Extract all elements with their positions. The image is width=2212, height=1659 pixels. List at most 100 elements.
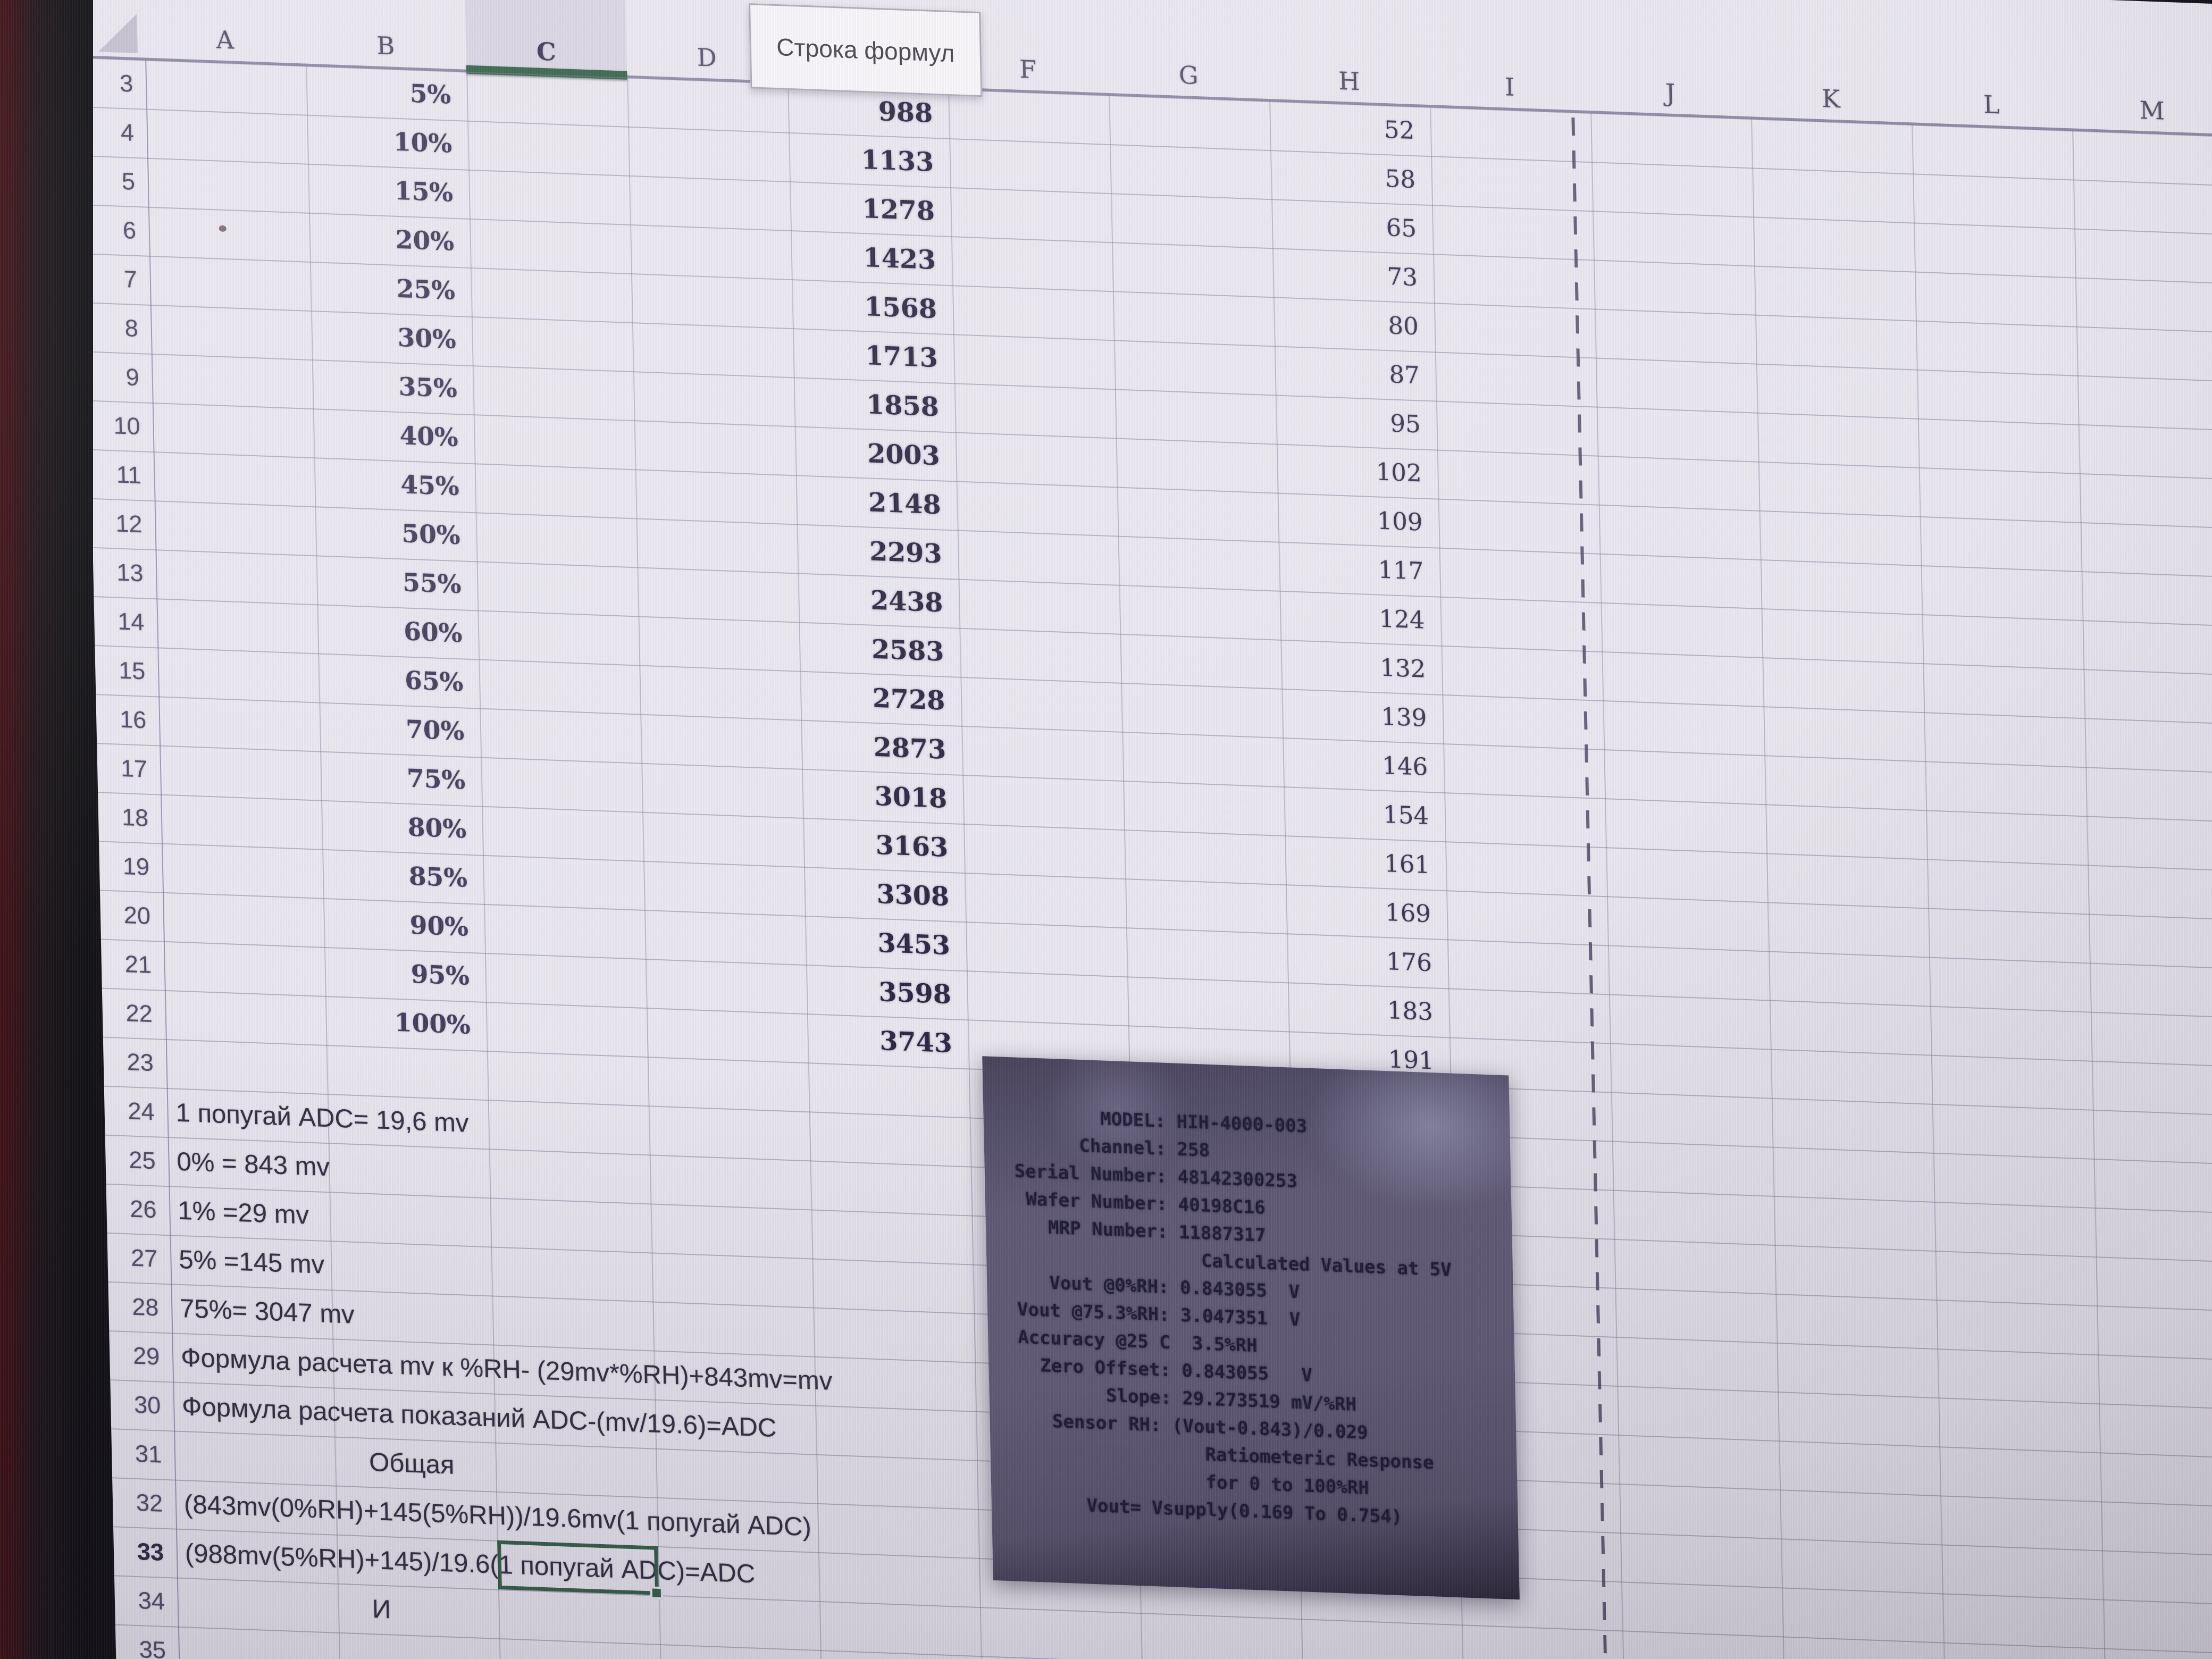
cell-humidity[interactable]: 75% (406, 764, 466, 795)
cell-humidity[interactable]: 40% (399, 421, 459, 453)
cell-rh[interactable]: 109 (1377, 506, 1423, 537)
cell-humidity[interactable]: 60% (403, 617, 463, 649)
column-header-M[interactable]: M (2139, 96, 2165, 125)
row-header-20[interactable]: 20 (123, 901, 151, 929)
row-header-8[interactable]: 8 (124, 314, 139, 342)
row-header-17[interactable]: 17 (120, 754, 148, 783)
column-header-G[interactable]: G (1178, 60, 1199, 90)
cell-humidity[interactable]: 20% (395, 225, 455, 257)
cell-humidity[interactable]: 30% (397, 323, 457, 355)
row-header-30[interactable]: 30 (133, 1390, 161, 1419)
cell-rh[interactable]: 117 (1378, 555, 1425, 585)
cell-adc[interactable]: 2003 (867, 438, 941, 472)
row-header-25[interactable]: 25 (128, 1146, 156, 1175)
cell-rh[interactable]: 176 (1386, 947, 1432, 977)
cell-adc[interactable]: 1423 (862, 242, 936, 276)
column-header-A[interactable]: A (216, 25, 234, 55)
row-header-24[interactable]: 24 (128, 1097, 155, 1126)
cell-humidity[interactable]: 25% (396, 274, 456, 306)
cell-humidity[interactable]: 100% (394, 1008, 471, 1040)
cell-adc[interactable]: 3598 (878, 976, 952, 1010)
cell-adc[interactable]: 1713 (865, 340, 939, 374)
cell-rh[interactable]: 124 (1378, 604, 1425, 634)
cell-rh[interactable]: 102 (1376, 457, 1422, 488)
row-header-5[interactable]: 5 (121, 167, 136, 195)
cell-humidity[interactable]: 80% (407, 812, 467, 844)
cell-rh[interactable]: 146 (1381, 751, 1428, 781)
row-header-11[interactable]: 11 (116, 460, 142, 489)
cell-humidity[interactable]: 45% (400, 470, 460, 502)
row-header-12[interactable]: 12 (115, 509, 143, 538)
cell-humidity[interactable]: 85% (408, 861, 468, 893)
cell-adc[interactable]: 1858 (866, 389, 940, 423)
row-header-19[interactable]: 19 (122, 852, 150, 881)
column-header-K[interactable]: K (1821, 84, 1841, 114)
row-header-4[interactable]: 4 (120, 118, 135, 146)
row-header-14[interactable]: 14 (117, 607, 145, 636)
cell-adc[interactable]: 2148 (868, 487, 942, 521)
cell-rh[interactable]: 132 (1379, 653, 1426, 683)
cell-rh[interactable]: 58 (1385, 164, 1416, 194)
cell-humidity[interactable]: 95% (410, 959, 470, 991)
cell-humidity[interactable]: 90% (409, 910, 469, 942)
column-header-B[interactable]: B (376, 31, 395, 61)
column-header-J[interactable]: J (1665, 78, 1676, 108)
row-header-31[interactable]: 31 (135, 1439, 162, 1468)
row-header-15[interactable]: 15 (118, 656, 146, 685)
row-header-26[interactable]: 26 (129, 1195, 157, 1224)
cell-adc[interactable]: 3163 (875, 829, 949, 863)
cell-humidity[interactable]: 70% (405, 715, 465, 747)
cell-rh[interactable]: 80 (1388, 311, 1419, 341)
cell-rh[interactable]: 87 (1388, 360, 1420, 390)
row-header-28[interactable]: 28 (131, 1293, 159, 1321)
cell-rh[interactable]: 139 (1380, 702, 1427, 732)
row-header-21[interactable]: 21 (124, 950, 152, 978)
row-header-35[interactable]: 35 (139, 1636, 166, 1659)
row-header-18[interactable]: 18 (121, 803, 149, 832)
sensor-label-image[interactable]: MODEL: HIH-4000-003 Channel: 258 Serial … (982, 1056, 1520, 1600)
cell-adc[interactable]: 1568 (864, 291, 937, 325)
row-header-16[interactable]: 16 (119, 705, 147, 734)
cell-adc[interactable]: 3743 (879, 1025, 953, 1059)
column-header-L[interactable]: L (1983, 90, 2000, 120)
row-header-6[interactable]: 6 (122, 216, 137, 244)
cell-adc[interactable]: 2728 (872, 682, 945, 716)
cell-adc[interactable]: 3453 (877, 927, 951, 961)
cell-rh[interactable]: 161 (1384, 849, 1430, 879)
cell-rh[interactable]: 154 (1382, 800, 1429, 831)
cell-humidity[interactable]: 5% (409, 79, 451, 110)
row-header-33[interactable]: 33 (137, 1537, 164, 1566)
row-header-32[interactable]: 32 (136, 1488, 163, 1517)
row-header-29[interactable]: 29 (132, 1342, 160, 1370)
cell-rh[interactable]: 169 (1385, 898, 1431, 928)
cell-adc[interactable]: 3308 (876, 878, 950, 912)
column-header-I[interactable]: I (1504, 72, 1515, 102)
row-header-13[interactable]: 13 (116, 558, 144, 587)
column-header-H[interactable]: H (1338, 66, 1360, 96)
row-header-10[interactable]: 10 (113, 412, 141, 440)
cell-humidity[interactable]: 55% (402, 568, 462, 600)
cell-humidity[interactable]: 65% (404, 666, 464, 698)
cell-adc[interactable]: 2873 (873, 731, 946, 765)
cell-rh[interactable]: 73 (1387, 262, 1418, 292)
cell-humidity[interactable]: 15% (394, 176, 454, 208)
fill-handle[interactable] (650, 1586, 664, 1600)
cell-adc[interactable]: 1278 (862, 192, 935, 227)
row-header-23[interactable]: 23 (127, 1048, 154, 1077)
row-header-7[interactable]: 7 (123, 265, 138, 293)
cell-rh[interactable]: 52 (1384, 115, 1415, 145)
row-header-34[interactable]: 34 (138, 1587, 165, 1615)
cell-adc[interactable]: 2438 (870, 584, 944, 618)
row-header-9[interactable]: 9 (125, 363, 140, 391)
cell-rh[interactable]: 65 (1386, 213, 1417, 243)
cell-humidity[interactable]: 35% (398, 372, 458, 404)
cell-humidity[interactable]: 50% (401, 519, 461, 551)
cell-adc[interactable]: 2293 (869, 535, 943, 569)
row-header-22[interactable]: 22 (125, 999, 153, 1028)
row-header-27[interactable]: 27 (130, 1244, 158, 1272)
cell-rh[interactable]: 183 (1387, 996, 1434, 1026)
cell-adc[interactable]: 2583 (871, 633, 944, 667)
cell-adc[interactable]: 3018 (874, 780, 948, 814)
cell-humidity[interactable]: 10% (393, 127, 453, 159)
cell-adc[interactable]: 1133 (861, 144, 934, 178)
